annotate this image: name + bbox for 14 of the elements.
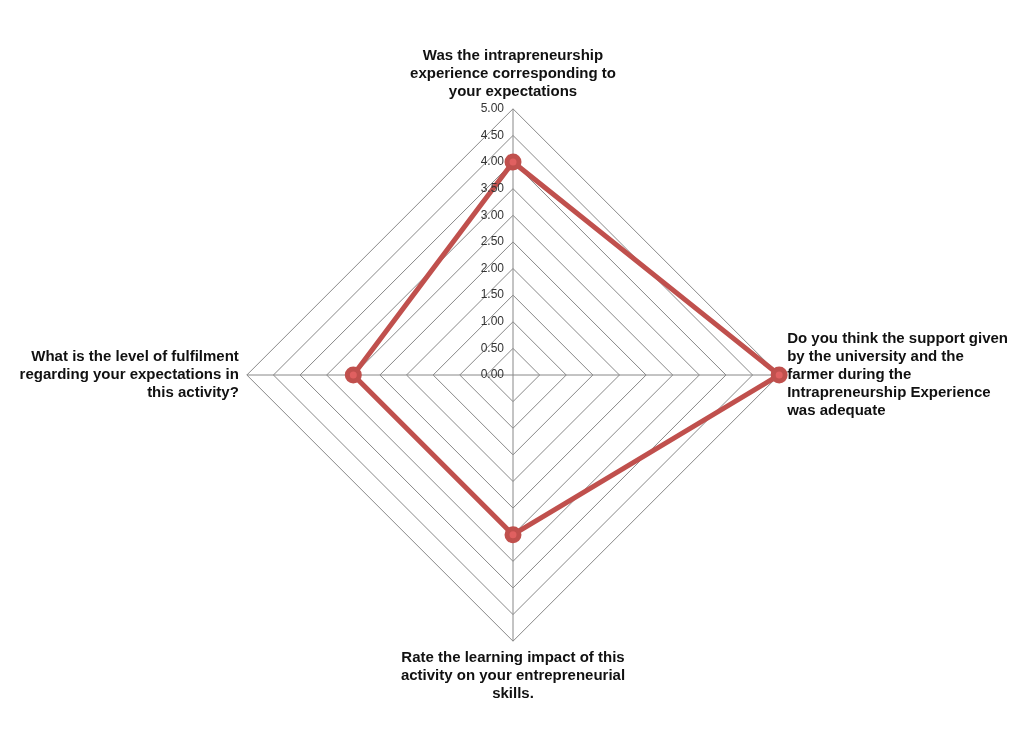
spoke-label: What is the level of fulfilment regarding your expectations in this activity? [19, 347, 239, 401]
y-tick-label: 0.00 [480, 367, 505, 382]
y-tick-label: 4.00 [480, 154, 505, 169]
spoke-label: Rate the learning impact of this activity on your entrepreneurial skills. [400, 648, 626, 702]
y-tick-label: 2.50 [480, 234, 505, 249]
y-tick-label: 0.50 [480, 340, 505, 355]
y-tick-label: 4.50 [480, 127, 505, 142]
y-tick-label: 2.00 [480, 260, 505, 275]
y-tick-label: 5.00 [480, 101, 505, 116]
y-tick-label: 1.00 [480, 314, 505, 329]
spoke-label: Was the intrapreneurship experience corresponding to your expectations [410, 45, 616, 99]
spoke-label: Do you think the support given by the university and the farmer during the Intrapreneurship Experience was adequate [786, 329, 1009, 419]
y-tick-label: 1.50 [480, 287, 505, 302]
y-tick-label: 3.00 [480, 207, 505, 222]
